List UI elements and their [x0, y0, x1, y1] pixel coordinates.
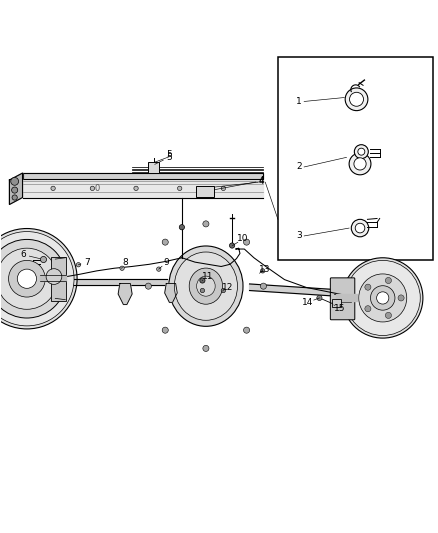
Circle shape [76, 263, 81, 267]
Polygon shape [118, 284, 132, 304]
Polygon shape [336, 294, 357, 301]
Circle shape [12, 195, 17, 200]
Circle shape [145, 283, 152, 289]
Circle shape [0, 229, 77, 329]
Polygon shape [250, 284, 350, 297]
Circle shape [0, 239, 66, 318]
Circle shape [371, 286, 395, 310]
Circle shape [354, 158, 366, 170]
Text: 15: 15 [334, 304, 346, 313]
Text: 13: 13 [259, 265, 270, 274]
Circle shape [385, 312, 392, 318]
Circle shape [221, 186, 226, 190]
Text: 14: 14 [302, 298, 314, 307]
Circle shape [203, 345, 209, 351]
Polygon shape [10, 173, 22, 205]
Bar [51, 257, 66, 301]
Text: 5: 5 [166, 150, 172, 159]
Circle shape [345, 261, 420, 335]
Circle shape [0, 248, 57, 309]
FancyBboxPatch shape [330, 278, 355, 320]
Text: 5: 5 [166, 153, 172, 162]
Circle shape [156, 267, 161, 271]
Circle shape [365, 284, 371, 290]
Text: 12: 12 [222, 283, 233, 292]
Circle shape [260, 283, 266, 289]
Circle shape [244, 327, 250, 333]
Circle shape [345, 88, 368, 111]
Text: 1: 1 [296, 97, 302, 106]
Circle shape [350, 92, 364, 106]
Circle shape [377, 292, 389, 304]
Circle shape [200, 278, 205, 283]
Circle shape [351, 220, 369, 237]
Circle shape [177, 186, 182, 190]
Text: 2: 2 [297, 163, 302, 172]
Ellipse shape [169, 246, 243, 326]
Bar [278, 57, 433, 260]
Ellipse shape [189, 268, 223, 304]
Circle shape [40, 256, 46, 263]
Circle shape [203, 221, 209, 227]
Circle shape [46, 269, 62, 285]
Text: 8: 8 [123, 257, 128, 266]
Circle shape [355, 223, 365, 233]
Circle shape [120, 266, 124, 270]
Circle shape [0, 231, 74, 326]
Circle shape [200, 288, 205, 293]
Text: 0: 0 [94, 184, 99, 193]
Circle shape [90, 186, 95, 190]
Circle shape [354, 144, 368, 159]
Bar [332, 299, 341, 306]
Text: 3: 3 [296, 231, 302, 240]
Polygon shape [165, 284, 177, 302]
Circle shape [230, 243, 235, 248]
Circle shape [11, 177, 18, 185]
Circle shape [317, 295, 322, 301]
Circle shape [244, 239, 250, 245]
Circle shape [365, 305, 371, 312]
Circle shape [358, 148, 365, 155]
Text: 10: 10 [237, 235, 249, 244]
Polygon shape [40, 275, 66, 281]
Text: 4: 4 [259, 176, 265, 185]
Circle shape [221, 288, 226, 293]
Circle shape [162, 239, 168, 245]
Circle shape [385, 278, 392, 284]
Ellipse shape [197, 276, 215, 296]
Circle shape [343, 258, 423, 338]
Circle shape [261, 269, 265, 273]
Circle shape [17, 269, 36, 288]
Circle shape [359, 274, 407, 322]
Circle shape [398, 295, 404, 301]
Text: 11: 11 [201, 272, 213, 280]
Circle shape [349, 153, 371, 175]
Text: 4: 4 [259, 177, 265, 186]
Polygon shape [22, 179, 263, 198]
Circle shape [162, 327, 168, 333]
Circle shape [179, 224, 184, 230]
Circle shape [134, 186, 138, 190]
Circle shape [12, 187, 18, 193]
Text: 9: 9 [164, 257, 170, 266]
Polygon shape [18, 279, 166, 285]
Polygon shape [22, 173, 263, 179]
Circle shape [9, 261, 45, 297]
Text: 7: 7 [84, 257, 90, 266]
Ellipse shape [174, 252, 237, 320]
Circle shape [51, 186, 55, 190]
Bar [148, 162, 159, 173]
Bar [196, 185, 214, 197]
Text: 6: 6 [21, 250, 26, 259]
